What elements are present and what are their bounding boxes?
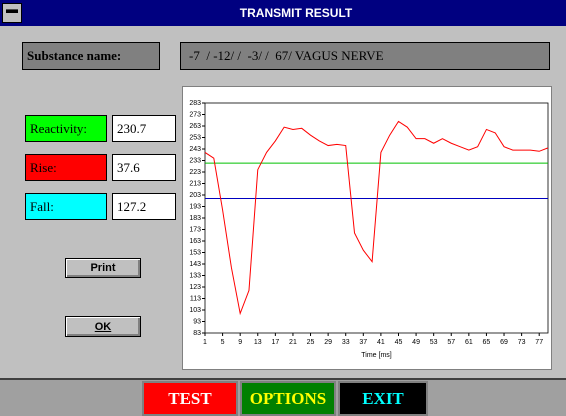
title-bar	[0, 0, 566, 26]
y-tick-label: 163	[189, 238, 201, 245]
y-tick-label: 173	[189, 226, 201, 233]
y-tick-label: 263	[189, 123, 201, 130]
menu-button[interactable]: TEST	[142, 381, 238, 416]
substance-value: -7 / -12/ / -3/ / 67/ VAGUS NERVE	[180, 42, 550, 70]
x-tick-label: 49	[412, 339, 420, 346]
window-title: TRANSMIT RESULT	[239, 6, 353, 20]
x-tick-label: 29	[324, 339, 332, 346]
y-tick-label: 93	[193, 318, 201, 325]
y-tick-label: 233	[189, 157, 201, 164]
x-tick-label: 1	[203, 339, 207, 346]
x-tick-label: 13	[254, 339, 262, 346]
plot-frame	[204, 102, 549, 334]
field-label: Rise:	[25, 154, 107, 181]
data-line	[204, 120, 549, 316]
field-value: 127.2	[112, 193, 176, 220]
y-tick-label: 283	[189, 100, 201, 107]
y-tick-label: 203	[189, 192, 201, 199]
y-tick-label: 113	[190, 295, 201, 302]
field-value: 230.7	[112, 115, 176, 142]
x-tick-label: 65	[483, 339, 491, 346]
x-tick-label: 57	[447, 339, 455, 346]
substance-label: Substance name:	[22, 42, 160, 70]
x-tick-label: 41	[377, 339, 385, 346]
chart: 8393103113123133143153163173183193203213…	[189, 100, 549, 359]
menu-button[interactable]: OPTIONS	[240, 381, 336, 416]
y-tick-label: 183	[189, 215, 201, 222]
x-tick-label: 9	[238, 339, 242, 346]
x-tick-label: 17	[271, 339, 279, 346]
x-tick-label: 45	[395, 339, 403, 346]
x-tick-label: 21	[289, 339, 297, 346]
field-label: Reactivity:	[25, 115, 107, 142]
y-tick-label: 143	[189, 261, 201, 268]
y-tick-label: 253	[189, 134, 201, 141]
x-tick-label: 61	[465, 339, 473, 346]
system-menu[interactable]: ▬	[2, 3, 22, 23]
x-tick-label: 53	[430, 339, 438, 346]
y-tick-label: 213	[189, 180, 201, 187]
print-button[interactable]: Print	[65, 258, 141, 278]
menu-button[interactable]: EXIT	[338, 381, 428, 416]
y-tick-label: 193	[189, 203, 201, 210]
field-label: Fall:	[25, 193, 107, 220]
x-tick-label: 37	[359, 339, 367, 346]
field-value: 37.6	[112, 154, 176, 181]
y-tick-label: 123	[189, 284, 201, 291]
x-tick-label: 69	[500, 339, 508, 346]
y-tick-label: 223	[189, 169, 201, 176]
y-tick-label: 243	[189, 146, 201, 153]
ok-button[interactable]: OK	[65, 316, 141, 337]
x-tick-label: 77	[535, 339, 543, 346]
chart-panel: 83 93 103 113 123 133 143 153 163 173 183 193 203 213…	[182, 86, 552, 370]
y-tick-label: 83	[193, 330, 201, 337]
x-tick-label: 5	[221, 339, 225, 346]
y-tick-label: 103	[189, 307, 201, 314]
x-tick-label: 73	[518, 339, 526, 346]
x-tick-label: 33	[342, 339, 350, 346]
y-tick-label: 133	[189, 272, 201, 279]
y-tick-label: 273	[189, 111, 201, 118]
x-tick-label: 25	[307, 339, 315, 346]
x-axis-label: Time [ms]	[361, 352, 392, 359]
y-tick-label: 153	[189, 249, 201, 256]
